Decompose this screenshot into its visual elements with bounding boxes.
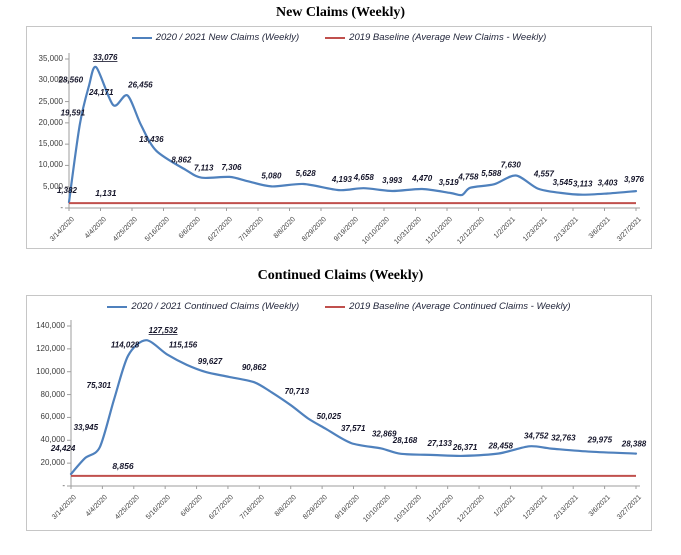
legend-label: 2020 / 2021 Continued Claims (Weekly) xyxy=(131,301,300,312)
data-label: 24,171 xyxy=(88,88,114,97)
data-label: 7,113 xyxy=(194,164,214,173)
data-label: 29,975 xyxy=(587,436,613,445)
data-label: 3,545 xyxy=(553,178,574,187)
y-axis-label: 20,000 xyxy=(38,117,63,127)
data-label: 3,976 xyxy=(624,175,645,184)
legend-label: 2019 Baseline (Average Continued Claims … xyxy=(349,301,571,312)
chart-canvas: 1,382 19,591 28,560 33,076 24,171 26,456 13,43… xyxy=(57,53,645,211)
data-label: 33,076 xyxy=(93,53,118,62)
legend-item-new-claims-baseline: 2019 Baseline (Average New Claims - Week… xyxy=(325,32,546,43)
data-label: 5,080 xyxy=(261,171,282,180)
blue-line-swatch xyxy=(131,36,152,39)
data-label: 3,519 xyxy=(439,178,460,187)
data-label: 5,628 xyxy=(296,169,317,178)
data-label: 7,306 xyxy=(221,163,242,172)
data-label: 4,193 xyxy=(331,175,353,184)
data-label: 3,403 xyxy=(598,179,619,188)
data-label: 4,557 xyxy=(533,170,555,179)
data-label: 13,436 xyxy=(139,135,164,144)
y-axis-label: 30,000 xyxy=(38,75,63,85)
blue-line-swatch xyxy=(107,305,128,308)
data-label: 8,862 xyxy=(171,155,192,164)
data-label: 28,168 xyxy=(392,436,418,445)
data-label: 4,658 xyxy=(353,173,375,182)
data-label: 115,156 xyxy=(169,340,198,349)
y-axis-label: 20,000 xyxy=(40,458,65,468)
y-axis-label: 100,000 xyxy=(36,366,65,376)
data-label: 34,752 xyxy=(524,431,549,440)
data-label: 90,862 xyxy=(242,363,267,372)
red-line-swatch xyxy=(325,36,346,39)
data-label: 26,371 xyxy=(452,443,478,452)
continued-claims-chart-title: Continued Claims (Weekly) xyxy=(257,268,424,283)
legend-item-continued-claims-series: 2020 / 2021 Continued Claims (Weekly) xyxy=(107,301,299,312)
data-label: 127,532 xyxy=(149,326,178,335)
data-label: 37,571 xyxy=(341,424,366,433)
y-axis-label: - xyxy=(62,481,65,490)
data-label: 99,627 xyxy=(198,357,223,366)
data-label: 50,025 xyxy=(317,412,342,421)
data-label: 32,763 xyxy=(551,434,576,443)
y-axis-label: 140,000 xyxy=(36,321,65,330)
data-label: 4,758 xyxy=(457,173,479,182)
legend-label: 2020 / 2021 New Claims (Weekly) xyxy=(155,32,300,43)
y-axis-label: 60,000 xyxy=(40,412,65,422)
legend-item-continued-claims-baseline: 2019 Baseline (Average Continued Claims … xyxy=(325,301,571,312)
data-label: 3,113 xyxy=(573,180,593,189)
data-label: 32,869 xyxy=(372,429,397,438)
new-claims-chart-title: New Claims (Weekly) xyxy=(275,5,406,20)
data-label: 5,588 xyxy=(481,169,502,178)
data-label: 24,424 xyxy=(50,444,76,453)
red-line-swatch xyxy=(325,305,346,308)
new-claims-plot-area: 1,382 19,591 28,560 33,076 24,171 26,456 13,43… xyxy=(27,27,651,248)
series-line xyxy=(67,65,638,204)
data-label: 28,388 xyxy=(621,440,647,449)
data-label: 75,301 xyxy=(87,381,112,390)
baseline-value-label: 8,856 xyxy=(112,461,134,471)
data-label: 33,945 xyxy=(74,423,99,432)
y-axis-label: 15,000 xyxy=(38,139,63,149)
data-label: 114,028 xyxy=(111,341,140,350)
y-axis-label: 25,000 xyxy=(38,96,63,106)
y-axis-label: 10,000 xyxy=(38,160,63,170)
new-claims-legend: 2020 / 2021 New Claims (Weekly) 2019 Bas… xyxy=(27,32,651,43)
baseline-value-label: 1,131 xyxy=(95,188,117,198)
y-axis-label: 120,000 xyxy=(36,343,65,353)
data-label: 28,458 xyxy=(487,442,513,451)
continued-claims-plot-area: 24,424 33,945 75,301 114,028 127,532 115,156 9… xyxy=(27,296,651,530)
legend-item-new-claims-series: 2020 / 2021 New Claims (Weekly) xyxy=(131,32,300,43)
data-label: 26,456 xyxy=(127,80,153,89)
data-label: 7,630 xyxy=(501,161,522,170)
continued-claims-legend: 2020 / 2021 Continued Claims (Weekly) 20… xyxy=(27,301,651,312)
y-axis-label: 40,000 xyxy=(40,435,65,445)
chart-canvas: 24,42433,94575,301114,028127,532115,1569… xyxy=(50,320,647,489)
data-label: 28,560 xyxy=(58,75,84,84)
legend-label: 2019 Baseline (Average New Claims - Week… xyxy=(349,32,547,43)
data-label: 1,382 xyxy=(57,186,78,195)
series-line xyxy=(69,339,638,476)
y-axis-label: 80,000 xyxy=(40,389,65,399)
y-axis-label: 35,000 xyxy=(38,54,63,63)
new-claims-chart: 2020 / 2021 New Claims (Weekly) 2019 Bas… xyxy=(26,26,652,249)
y-axis-label: - xyxy=(60,203,63,212)
continued-claims-chart: 2020 / 2021 Continued Claims (Weekly) 20… xyxy=(26,295,652,531)
data-label: 3,993 xyxy=(382,176,403,185)
y-axis-label: 5,000 xyxy=(42,181,63,191)
data-label: 19,591 xyxy=(61,109,86,118)
data-label: 70,713 xyxy=(285,387,310,396)
data-label: 4,470 xyxy=(411,174,433,183)
data-label: 27,133 xyxy=(426,439,452,448)
